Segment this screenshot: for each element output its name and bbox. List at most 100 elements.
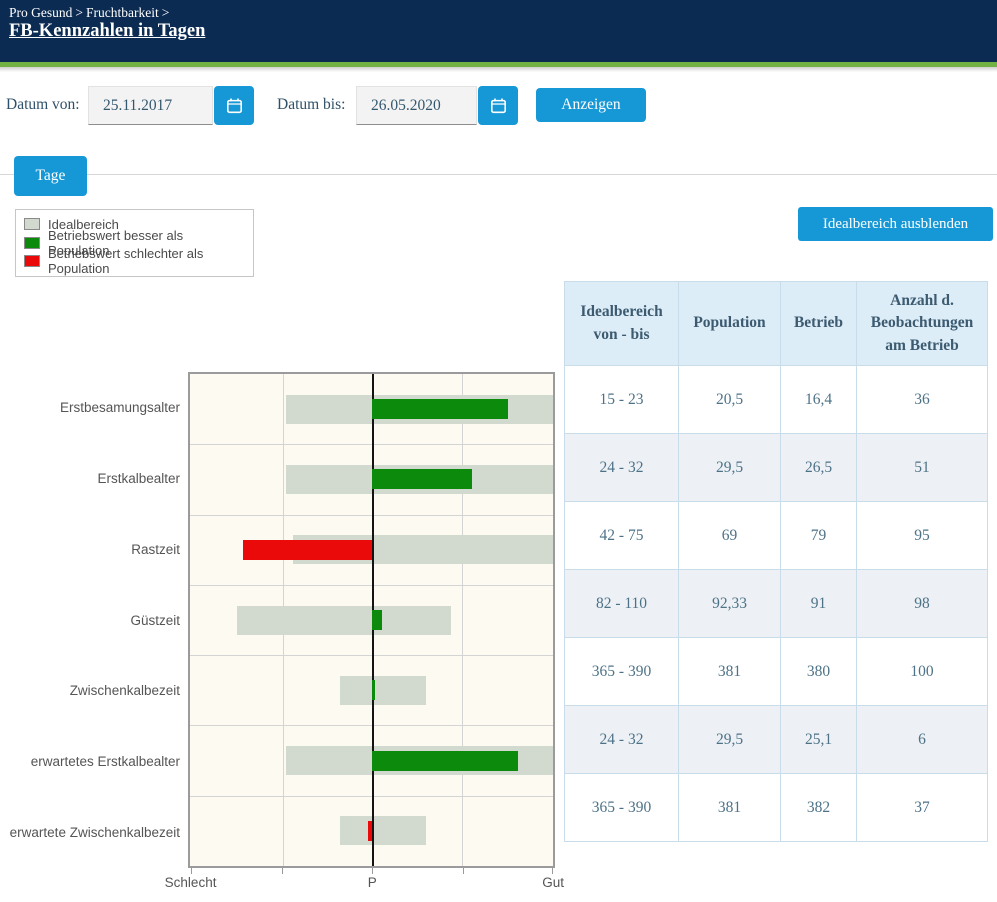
table-row: 82 - 110 92,33 91 98	[564, 569, 988, 638]
table-body: 15 - 23 20,5 16,4 36 24 - 32 29,5 26,5 51 42 - 7…	[564, 365, 988, 842]
chart-category-label: Zwischenkalbezeit	[69, 683, 180, 699]
table-cell: 92,33	[678, 569, 781, 638]
axis-label-gut: Gut	[542, 875, 565, 890]
legend-label: Betriebswert schlechter als Population	[48, 246, 204, 277]
chart-category-label: Güstzeit	[130, 612, 180, 628]
chart-row-separator	[190, 795, 553, 797]
table-cell: 15 - 23	[564, 365, 679, 434]
table-cell: 20,5	[678, 365, 781, 434]
table-cell: 91	[780, 569, 857, 638]
table-header-row: Idealbereich von - bis Population Betrieb A…	[564, 281, 988, 366]
table-cell: 365 - 390	[564, 637, 679, 706]
table-row: 24 - 32 29,5 26,5 51	[564, 433, 988, 502]
chart-row-separator	[190, 444, 553, 446]
breadcrumb-link-pro-gesund[interactable]: Pro Gesund	[9, 5, 73, 20]
legend-swatch	[24, 218, 40, 231]
betrieb-better-bar	[372, 610, 383, 630]
table-head: Idealbereich von - bis Population Betrieb A…	[564, 281, 988, 366]
table-header-cell: Population	[678, 281, 781, 366]
table-cell: 79	[780, 501, 857, 570]
date-from-calendar-button[interactable]	[214, 86, 254, 125]
table-cell: 29,5	[678, 705, 781, 774]
calendar-icon	[226, 98, 242, 114]
legend-item: Betriebswert besser als Population	[24, 228, 245, 258]
date-to-input[interactable]	[356, 86, 477, 125]
ideal-range-bar	[339, 816, 427, 846]
ideal-range-bar	[237, 605, 452, 635]
date-from-label: Datum von:	[6, 96, 80, 113]
table-header-cell: Betrieb	[780, 281, 857, 366]
chart-x-axis-ticks	[188, 868, 555, 875]
table-cell: 51	[856, 433, 988, 502]
chart-category-label: Erstbesamungsalter	[59, 399, 180, 415]
table-cell: 26,5	[780, 433, 857, 502]
chart-category-labels: Erstbesamungsalter Erstkalbealter Rastzeit…	[0, 372, 180, 868]
table-cell: 95	[856, 501, 988, 570]
table-cell: 69	[678, 501, 781, 570]
chart-category-label: Erstkalbealter	[97, 470, 180, 486]
table-cell: 24 - 32	[564, 705, 679, 774]
app-header: Pro Gesund > Fruchtbarkeit > FB-Kennzahlen …	[0, 0, 997, 62]
table-cell: 16,4	[780, 365, 857, 434]
table-cell: 381	[678, 773, 781, 842]
betrieb-better-bar	[372, 680, 376, 701]
table-cell: 100	[856, 637, 988, 706]
header-green-divider	[0, 62, 997, 67]
table-cell: 365 - 390	[564, 773, 679, 842]
calendar-icon	[490, 98, 506, 114]
page-title[interactable]: FB-Kennzahlen in Tagen	[9, 21, 206, 41]
table-cell: 42 - 75	[564, 501, 679, 570]
axis-tick	[190, 868, 192, 874]
date-to-calendar-button[interactable]	[478, 86, 518, 125]
table-cell: 380	[780, 637, 857, 706]
tab-tage[interactable]: Tage	[14, 156, 87, 196]
table-cell: 29,5	[678, 433, 781, 502]
table-header-cell: Anzahl d. Beobachtungen am Betrieb	[856, 281, 988, 366]
table-cell: 82 - 110	[564, 569, 679, 638]
table-cell: 6	[856, 705, 988, 774]
header-shadow	[0, 67, 997, 72]
breadcrumb: Pro Gesund > Fruchtbarkeit >	[9, 5, 172, 21]
table-cell: 25,1	[780, 705, 857, 774]
axis-tick	[462, 868, 464, 874]
betrieb-better-bar	[372, 469, 473, 490]
chart-x-axis-labels: Schlecht P Gut	[165, 875, 564, 893]
axis-label-schlecht: Schlecht	[164, 875, 217, 890]
betrieb-better-bar	[372, 399, 509, 420]
table-cell: 98	[856, 569, 988, 638]
chart-category-label: erwartete Zwischenkalbezeit	[9, 825, 180, 841]
breadcrumb-link-fruchtbarkeit[interactable]: Fruchtbarkeit	[86, 5, 159, 20]
table-cell: 37	[856, 773, 988, 842]
date-from-input[interactable]	[88, 86, 213, 125]
table-row: 42 - 75 69 79 95	[564, 501, 988, 570]
table-cell: 36	[856, 365, 988, 434]
legend-item: Idealbereich	[24, 215, 245, 234]
chart-row-separator	[190, 514, 553, 516]
ideal-range-bar	[339, 675, 427, 705]
betrieb-worse-bar	[367, 820, 373, 841]
axis-tick	[282, 868, 284, 874]
chart-row-separator	[190, 725, 553, 727]
chart-plot	[188, 372, 555, 868]
table-row: 15 - 23 20,5 16,4 36	[564, 365, 988, 434]
chart-row-separator	[190, 655, 553, 657]
table-row: 365 - 390 381 382 37	[564, 773, 988, 842]
breadcrumb-separator: >	[161, 5, 170, 20]
hide-ideal-range-button[interactable]: Idealbereich ausblenden	[798, 207, 993, 241]
chart-category-label: erwartetes Erstkalbealter	[30, 754, 180, 770]
legend-swatch	[24, 255, 40, 268]
table-header-cell: Idealbereich von - bis	[564, 281, 679, 366]
tab-divider-line	[0, 174, 997, 175]
table-cell: 24 - 32	[564, 433, 679, 502]
kennzahlen-table: Idealbereich von - bis Population Betrieb A…	[564, 281, 988, 842]
show-button[interactable]: Anzeigen	[536, 88, 646, 122]
table-cell: 381	[678, 637, 781, 706]
legend-swatch	[24, 236, 40, 249]
legend-label: Idealbereich	[48, 216, 119, 232]
legend: Idealbereich Betriebswert besser als Popu…	[15, 209, 254, 277]
breadcrumb-separator: >	[75, 5, 83, 20]
chart-category-label: Rastzeit	[131, 541, 180, 557]
betrieb-worse-bar	[243, 539, 373, 560]
legend-label: Betriebswert besser als Population	[48, 227, 184, 258]
chart-row-separator	[190, 584, 553, 586]
